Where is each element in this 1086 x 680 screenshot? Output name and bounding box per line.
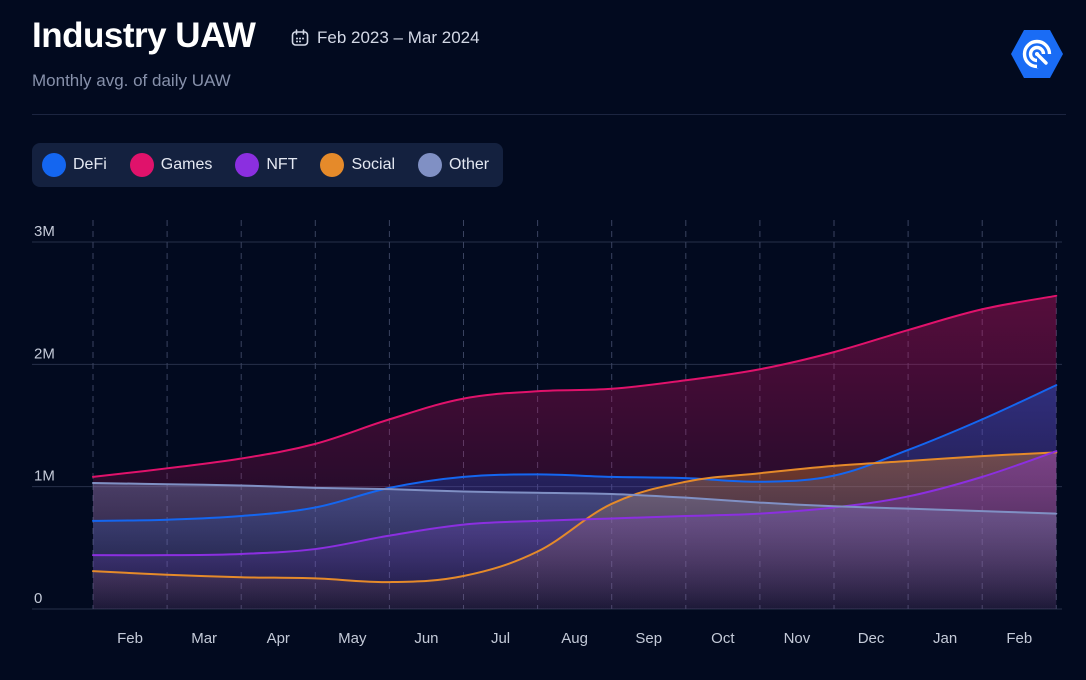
legend-dot-nft [235, 153, 260, 177]
x-tick-label: Feb [117, 630, 143, 647]
x-tick-label: Aug [561, 630, 588, 647]
series-line-other[interactable] [92, 481, 1058, 515]
series-line-games[interactable] [92, 294, 1058, 478]
y-tick-label: 0 [34, 590, 42, 607]
x-tick-label: Jun [414, 630, 438, 647]
date-range[interactable]: Feb 2023 – Mar 2024 [290, 28, 480, 48]
legend-label-nft: NFT [266, 156, 298, 173]
legend-item-other[interactable]: Other [418, 153, 489, 177]
x-tick-label: May [338, 630, 367, 647]
x-tick-label: Feb [1006, 630, 1032, 647]
legend-label-social: Social [351, 156, 396, 173]
page-subtitle: Monthly avg. of daily UAW [32, 71, 231, 90]
x-tick-label: Jan [933, 630, 957, 647]
series-line-social[interactable] [92, 451, 1058, 584]
y-tick-label: 2M [34, 345, 55, 362]
area-other [93, 482, 1057, 609]
x-tick-label: Dec [858, 630, 885, 647]
legend-label-games: Games [160, 156, 213, 173]
series-line-defi[interactable] [92, 384, 1058, 522]
dappradar-logo-icon[interactable] [1010, 28, 1064, 80]
x-tick-label: Apr [267, 630, 290, 647]
x-tick-label: Oct [711, 630, 735, 647]
series-line-nft[interactable] [92, 450, 1058, 557]
page-title: Industry UAW [32, 16, 256, 55]
x-tick-label: Mar [191, 630, 217, 647]
y-tick-label: 3M [34, 223, 55, 240]
legend-dot-defi [42, 153, 66, 177]
legend-label-defi: DeFi [73, 156, 107, 173]
legend-dot-games [129, 153, 154, 177]
legend-item-games[interactable]: Games [129, 153, 213, 177]
y-tick-label: 1M [34, 468, 55, 485]
legend-item-social[interactable]: Social [320, 153, 395, 177]
legend-label-other: Other [449, 156, 490, 173]
header-divider [32, 114, 1066, 115]
x-tick-label: Nov [784, 630, 811, 647]
date-range-label: Feb 2023 – Mar 2024 [317, 28, 480, 47]
calendar-icon [290, 28, 310, 48]
legend-dot-social [320, 153, 345, 177]
x-tick-label: Jul [491, 630, 510, 647]
x-tick-label: Sep [635, 630, 662, 647]
legend-item-nft[interactable]: NFT [235, 153, 297, 177]
legend-item-defi[interactable]: DeFi [42, 153, 107, 177]
legend-dot-other [418, 153, 443, 177]
chart-legend: DeFi Games NFT Social Other [32, 143, 504, 187]
